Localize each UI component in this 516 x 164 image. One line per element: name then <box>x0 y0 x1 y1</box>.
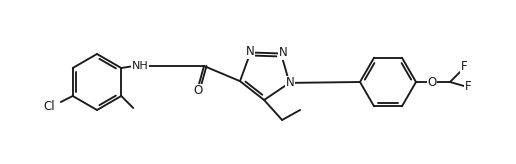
Text: O: O <box>194 84 203 98</box>
Text: N: N <box>279 46 287 59</box>
Text: F: F <box>461 61 467 73</box>
Text: O: O <box>427 75 437 89</box>
Text: N: N <box>286 76 295 89</box>
Text: Cl: Cl <box>43 100 55 113</box>
Text: F: F <box>465 80 471 92</box>
Text: N: N <box>246 45 255 58</box>
Text: NH: NH <box>132 61 149 71</box>
